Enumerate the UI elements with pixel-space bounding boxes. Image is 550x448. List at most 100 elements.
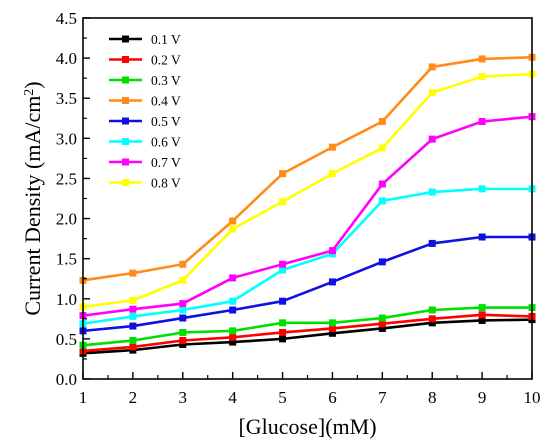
- data-point: [328, 324, 336, 332]
- series-line: [82, 313, 533, 353]
- x-tick-label: 8: [428, 388, 437, 407]
- data-point: [478, 233, 486, 241]
- y-tick-label: 3.0: [56, 129, 77, 148]
- data-point: [428, 306, 436, 314]
- data-point: [428, 319, 436, 327]
- legend-item: 0.5 V: [109, 114, 181, 129]
- data-point: [328, 143, 336, 151]
- data-point: [428, 315, 436, 323]
- y-tick-label: 2.0: [56, 210, 77, 229]
- legend-marker: [122, 117, 129, 125]
- x-tick-label: 5: [278, 388, 287, 407]
- data-point: [378, 324, 386, 332]
- legend-item: 0.8 V: [109, 176, 181, 191]
- series-0-4-V: [79, 53, 536, 284]
- data-point: [129, 269, 137, 277]
- legend-label: 0.6 V: [151, 135, 181, 150]
- x-tick-label: 1: [79, 388, 88, 407]
- data-point: [328, 278, 336, 286]
- x-tick-label: 7: [378, 388, 387, 407]
- legend-item: 0.4 V: [109, 94, 181, 109]
- y-tick-label: 2.5: [56, 169, 77, 188]
- data-point: [229, 297, 237, 305]
- data-point: [378, 117, 386, 125]
- series-0-3-V: [79, 304, 536, 349]
- y-tick-label: 0.0: [56, 370, 77, 389]
- legend-item: 0.2 V: [109, 53, 181, 68]
- y-tick-label: 1.0: [56, 290, 77, 309]
- data-point: [279, 328, 287, 336]
- x-tick-label: 10: [524, 388, 541, 407]
- data-point: [229, 225, 237, 233]
- y-tick-label: 3.5: [56, 89, 77, 108]
- data-point: [129, 305, 137, 313]
- data-point: [378, 144, 386, 152]
- legend-label: 0.3 V: [151, 73, 181, 88]
- legend-item: 0.6 V: [109, 135, 181, 150]
- data-point: [328, 247, 336, 255]
- data-point: [478, 73, 486, 81]
- data-point: [129, 312, 137, 320]
- data-point: [428, 89, 436, 97]
- series-0-8-V: [79, 70, 536, 311]
- data-point: [229, 217, 237, 225]
- y-axis-title-close: ): [20, 81, 45, 88]
- data-point: [179, 260, 187, 268]
- series-line: [82, 72, 533, 309]
- series-line: [82, 115, 533, 317]
- legend-label: 0.2 V: [151, 53, 181, 68]
- legend-label: 0.5 V: [151, 114, 181, 129]
- data-point: [478, 311, 486, 319]
- legend-marker: [122, 56, 129, 63]
- data-point: [279, 260, 287, 268]
- x-tick-label: 6: [328, 388, 337, 407]
- data-point: [378, 320, 386, 328]
- series-line: [82, 56, 533, 282]
- series-layer: [79, 53, 536, 357]
- data-point: [378, 258, 386, 266]
- y-tick-label: 1.5: [56, 250, 77, 269]
- x-axis-title: [Glucose](mM): [238, 414, 376, 439]
- data-point: [179, 300, 187, 308]
- legend-marker: [122, 76, 129, 84]
- data-point: [378, 314, 386, 322]
- x-tick-label: 2: [129, 388, 138, 407]
- data-point: [179, 276, 187, 284]
- series-line: [82, 306, 532, 347]
- legend-marker: [122, 35, 129, 43]
- x-tick-label: 4: [228, 388, 237, 407]
- data-point: [428, 239, 436, 247]
- legend-marker: [122, 179, 129, 186]
- y-tick-label: 0.5: [56, 330, 77, 349]
- y-tick-label: 4.5: [56, 9, 77, 28]
- legend-label: 0.7 V: [151, 155, 181, 170]
- data-point: [279, 319, 287, 327]
- legend-item: 0.1 V: [109, 32, 181, 47]
- legend-label: 0.8 V: [151, 176, 181, 191]
- data-point: [328, 170, 336, 178]
- y-axis-title-superscript: 2: [22, 89, 37, 96]
- y-axis-title: Current Density (mA/cm2): [20, 81, 45, 315]
- data-point: [279, 297, 287, 305]
- data-point: [328, 329, 336, 337]
- x-tick-label: 3: [179, 388, 188, 407]
- data-point: [229, 338, 237, 346]
- y-axis-title-main: Current Density (mA/cm: [20, 96, 45, 316]
- data-point: [428, 135, 436, 143]
- data-point: [279, 170, 287, 178]
- data-point: [129, 336, 137, 344]
- data-point: [229, 327, 237, 335]
- legend-marker: [122, 158, 129, 166]
- legend-label: 0.1 V: [151, 32, 181, 47]
- x-tick-label: 9: [478, 388, 487, 407]
- data-point: [229, 306, 237, 314]
- data-point: [179, 314, 187, 322]
- data-point: [478, 304, 486, 312]
- data-point: [229, 333, 237, 341]
- data-point: [279, 266, 287, 274]
- series-line: [82, 318, 533, 355]
- data-point: [378, 197, 386, 205]
- data-point: [229, 274, 237, 282]
- data-point: [478, 316, 486, 324]
